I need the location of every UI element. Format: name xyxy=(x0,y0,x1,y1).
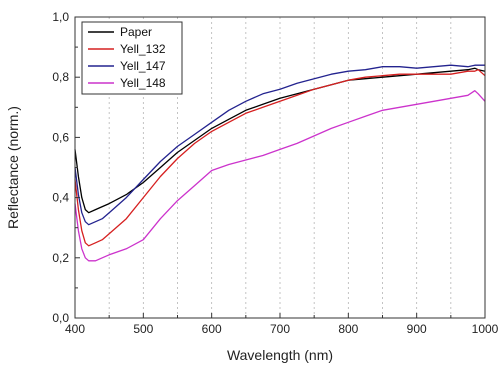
y-tick-label: 1,0 xyxy=(52,10,69,24)
y-axis-tick-labels: 0,0 0,2 0,4 0,6 0,8 1,0 xyxy=(52,10,69,325)
series-line-yell-147 xyxy=(74,64,485,226)
series-line-paper xyxy=(74,67,486,214)
y-tick-label: 0,4 xyxy=(52,191,69,205)
y-tick-label: 0,2 xyxy=(52,251,69,265)
legend-box xyxy=(81,21,183,95)
x-tick-label: 900 xyxy=(407,322,427,336)
x-axis-label: Wavelength (nm) xyxy=(227,347,333,363)
legend-label: Yell_132 xyxy=(120,42,166,56)
x-tick-label: 500 xyxy=(133,322,153,336)
x-tick-label: 400 xyxy=(65,322,85,336)
legend-label: Yell_147 xyxy=(120,59,166,73)
x-tick-label: 1000 xyxy=(472,322,499,336)
series-line-yell-132 xyxy=(74,69,486,247)
x-tick-label: 700 xyxy=(270,322,290,336)
legend: Paper Yell_132 Yell_147 Yell_148 xyxy=(81,21,183,95)
y-axis-label: Reflectance (norm.) xyxy=(5,106,21,229)
y-tick-label: 0,0 xyxy=(52,311,69,325)
x-axis-tick-labels: 400 500 600 700 800 900 1000 xyxy=(65,322,499,336)
axis-ticks xyxy=(74,16,486,319)
series-lines xyxy=(74,64,486,262)
x-tick-label: 600 xyxy=(202,322,222,336)
series-line-yell-148 xyxy=(74,90,486,262)
y-tick-label: 0,6 xyxy=(52,130,69,144)
y-tick-label: 0,8 xyxy=(52,70,69,84)
legend-label: Yell_148 xyxy=(120,76,166,90)
legend-label: Paper xyxy=(120,25,152,39)
x-tick-label: 800 xyxy=(338,322,358,336)
